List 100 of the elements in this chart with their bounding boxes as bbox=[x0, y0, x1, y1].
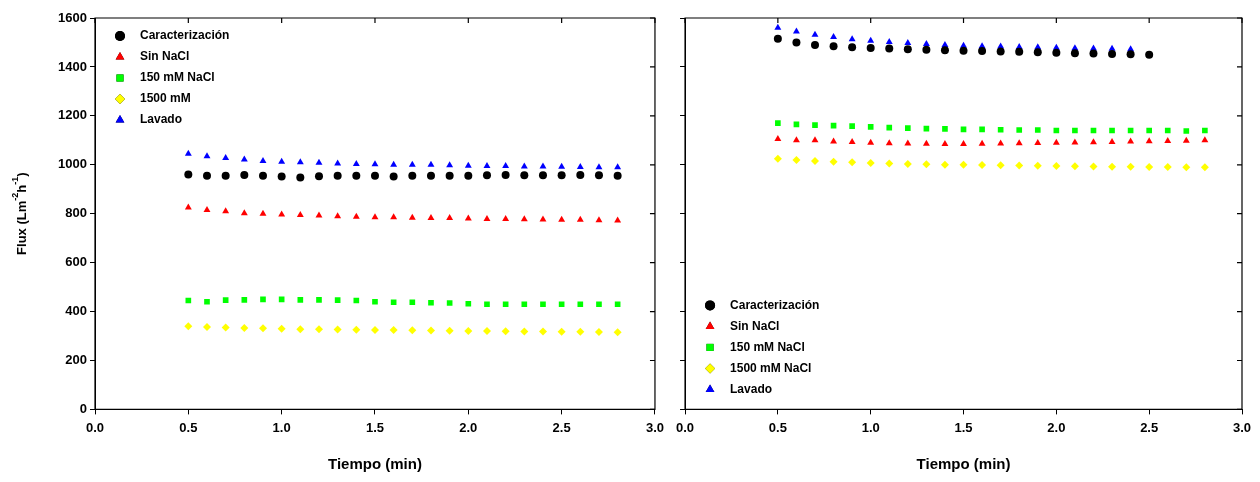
point bbox=[483, 162, 491, 168]
y-axis-title: Flux (Lm-2h-1) bbox=[10, 172, 29, 255]
point bbox=[775, 120, 781, 127]
point bbox=[334, 212, 342, 219]
x-tick-label: 1.5 bbox=[954, 419, 973, 435]
point bbox=[538, 327, 547, 336]
point bbox=[979, 126, 985, 133]
point bbox=[1052, 162, 1061, 170]
point bbox=[1183, 128, 1190, 134]
x-tick-label: 1.5 bbox=[365, 419, 385, 435]
point bbox=[594, 171, 603, 180]
point bbox=[1145, 162, 1154, 171]
point bbox=[848, 43, 857, 52]
point bbox=[849, 123, 855, 129]
x-tick-label: 0.5 bbox=[768, 419, 787, 435]
x-axis-title: Tiempo (min) bbox=[328, 455, 422, 473]
x-tick-label: 1.0 bbox=[272, 419, 291, 435]
point bbox=[334, 297, 341, 303]
point bbox=[520, 215, 528, 222]
point bbox=[297, 296, 304, 303]
point bbox=[520, 327, 529, 336]
point bbox=[614, 163, 622, 170]
point bbox=[240, 323, 249, 332]
point bbox=[314, 325, 323, 334]
point bbox=[960, 139, 967, 146]
point bbox=[557, 171, 566, 180]
point bbox=[296, 158, 304, 165]
point bbox=[184, 203, 192, 210]
point bbox=[942, 125, 948, 132]
point bbox=[483, 215, 491, 222]
point bbox=[558, 215, 566, 222]
point bbox=[1108, 162, 1117, 171]
point bbox=[446, 300, 453, 306]
point bbox=[353, 297, 360, 304]
point bbox=[978, 47, 987, 56]
point bbox=[1072, 127, 1078, 134]
point bbox=[316, 296, 322, 303]
point bbox=[502, 301, 509, 308]
point bbox=[978, 161, 987, 170]
point bbox=[464, 171, 473, 180]
y-tick-label: 1400 bbox=[58, 58, 87, 74]
point bbox=[389, 325, 398, 334]
point bbox=[904, 125, 911, 131]
point bbox=[576, 171, 585, 180]
point bbox=[408, 171, 417, 180]
y-tick-label: 1200 bbox=[58, 107, 87, 123]
point bbox=[202, 171, 211, 180]
point bbox=[409, 299, 416, 306]
point bbox=[184, 170, 193, 179]
point bbox=[333, 325, 342, 334]
point bbox=[389, 172, 398, 181]
point bbox=[829, 157, 838, 166]
point bbox=[1146, 127, 1152, 134]
point bbox=[1163, 162, 1172, 171]
point bbox=[1090, 138, 1097, 145]
point bbox=[203, 206, 211, 213]
point bbox=[1015, 161, 1024, 170]
x-tick-label: 1.0 bbox=[861, 419, 880, 435]
point bbox=[370, 171, 379, 180]
point bbox=[866, 159, 875, 168]
point bbox=[904, 38, 912, 45]
point bbox=[296, 210, 304, 217]
point bbox=[922, 45, 931, 54]
point bbox=[445, 326, 454, 335]
x-tick-label: 0.0 bbox=[676, 419, 695, 435]
point bbox=[184, 322, 193, 331]
point bbox=[1034, 127, 1041, 133]
point bbox=[996, 161, 1005, 170]
point bbox=[428, 299, 434, 306]
point bbox=[1034, 139, 1042, 145]
point bbox=[922, 139, 930, 146]
point bbox=[464, 214, 472, 221]
point bbox=[558, 301, 565, 308]
point bbox=[426, 326, 435, 335]
point bbox=[184, 149, 192, 156]
point bbox=[810, 157, 819, 166]
point bbox=[922, 39, 930, 46]
point bbox=[1164, 137, 1172, 144]
point bbox=[296, 173, 305, 182]
point bbox=[539, 215, 547, 222]
x-tick-label: 2.0 bbox=[1047, 419, 1066, 435]
point bbox=[614, 301, 621, 308]
point bbox=[277, 172, 286, 181]
point bbox=[221, 323, 230, 332]
point bbox=[576, 327, 585, 336]
point bbox=[427, 160, 435, 167]
point bbox=[1070, 49, 1079, 58]
point bbox=[1182, 163, 1191, 172]
point bbox=[613, 328, 622, 337]
point bbox=[829, 42, 838, 51]
point bbox=[1052, 138, 1060, 145]
point bbox=[278, 296, 285, 303]
point bbox=[1108, 138, 1116, 145]
point bbox=[792, 155, 801, 164]
x-tick-label: 2.5 bbox=[552, 419, 571, 435]
point bbox=[614, 216, 622, 223]
point bbox=[774, 23, 782, 30]
point bbox=[222, 297, 229, 303]
point bbox=[922, 160, 931, 169]
point bbox=[502, 215, 510, 222]
